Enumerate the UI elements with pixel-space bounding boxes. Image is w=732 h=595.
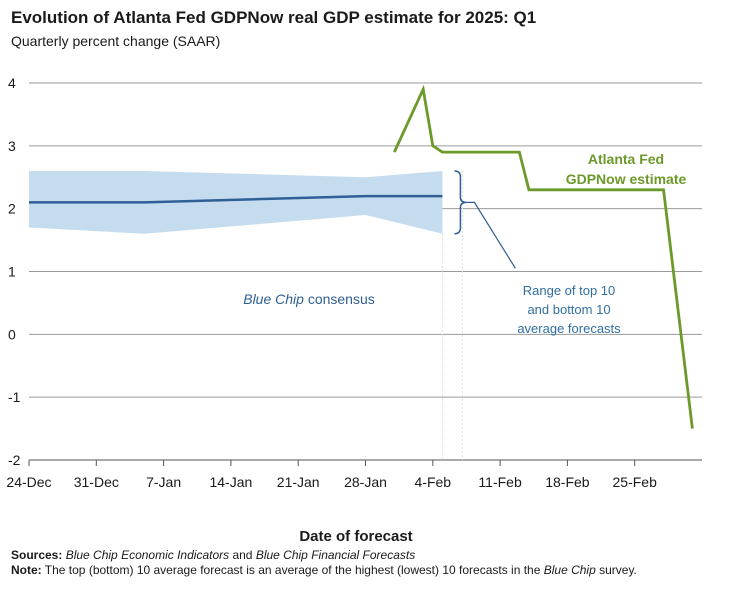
y-tick-label: -1 [8,389,21,405]
x-tick-label: 4-Feb [415,474,452,490]
x-tick-label: 14-Jan [209,474,252,490]
sources-label: Sources: [11,548,63,562]
note-text1: The top (bottom) 10 average forecast is … [41,563,544,577]
sources-and: and [229,548,256,562]
consensus-label-italic: Blue Chip [243,291,304,307]
gdpnow-label: Atlanta Fed [588,151,664,167]
chart-title: Evolution of Atlanta Fed GDPNow real GDP… [11,8,537,27]
note-italic: Blue Chip [543,563,596,577]
chart-footer: Sources: Blue Chip Economic Indicators a… [11,548,711,578]
gdpnow-line [393,84,694,429]
y-tick-label: 0 [8,326,16,342]
x-tick-label: 21-Jan [277,474,320,490]
range-label: and bottom 10 [527,302,610,317]
x-tick-label: 18-Feb [545,474,590,490]
consensus-label: Blue Chip consensus [243,291,375,307]
x-axis-title: Date of forecast [299,528,412,545]
sources-part2: Blue Chip Financial Forecasts [255,548,416,562]
x-tick-label: 28-Jan [344,474,387,490]
range-brace [454,170,467,235]
note-line: Note: The top (bottom) 10 average foreca… [11,563,711,578]
range-band [29,170,443,234]
x-tick-label: 11-Feb [478,474,522,490]
range-label: average forecasts [517,321,621,336]
note-label: Note: [11,563,42,577]
x-tick-label: 25-Feb [613,474,658,490]
y-tick-label: 2 [8,201,16,217]
y-tick-label: 1 [8,264,16,280]
x-tick-label: 24-Dec [6,474,51,490]
y-tick-label: 3 [8,138,16,154]
y-tick-label: -2 [8,452,21,468]
consensus-line [29,194,443,204]
sources-part1: Blue Chip Economic Indicators [65,548,230,562]
range-label: Range of top 10 [523,283,616,298]
gdpnow-label: GDPNow estimate [566,171,687,187]
y-tick-label: 4 [8,75,16,91]
x-tick-label: 7-Jan [146,474,181,490]
x-tick-label: 31-Dec [74,474,119,490]
sources-line: Sources: Blue Chip Economic Indicators a… [11,548,711,563]
gdp-chart: 4 3 2 1 0 -1 -2 24-Dec 31-Dec 7-Jan 14-Jan 21-Jan 28… [6,75,702,545]
chart-subtitle: Quarterly percent change (SAAR) [11,33,221,49]
consensus-label-text: consensus [304,291,375,307]
note-text2: survey. [595,563,637,577]
range-leader [466,201,516,269]
